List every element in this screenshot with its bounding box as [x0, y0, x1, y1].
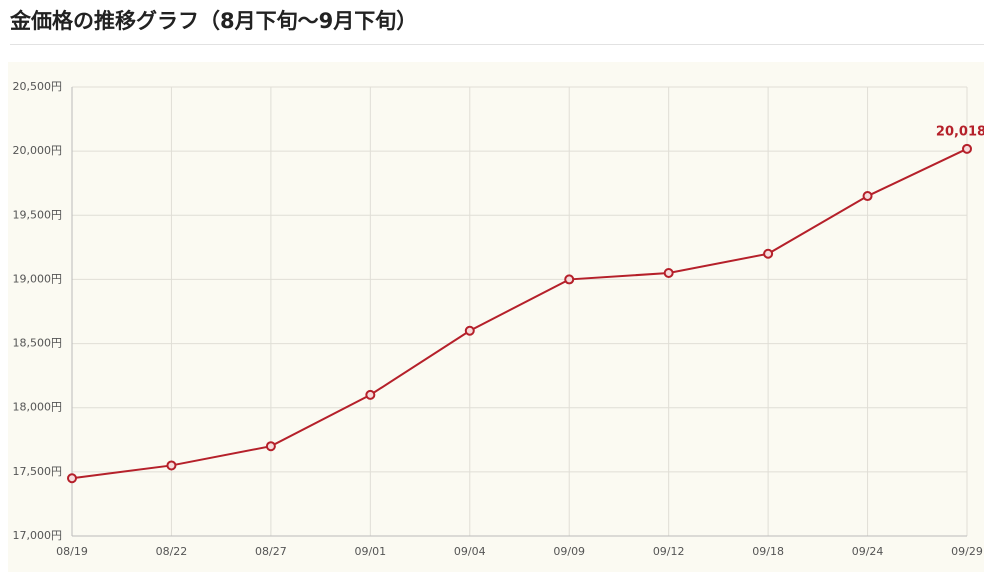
y-tick-label: 19,500円: [13, 208, 63, 221]
data-point: [265, 441, 276, 452]
y-tick-label: 20,500円: [13, 80, 63, 93]
data-point: [365, 389, 376, 400]
x-tick-label: 09/29: [951, 545, 983, 558]
y-tick-label: 18,500円: [13, 337, 63, 350]
y-tick-label: 17,000円: [13, 529, 63, 542]
data-point: [166, 460, 177, 471]
y-tick-label: 18,000円: [13, 401, 63, 414]
data-point: [962, 143, 972, 154]
data-point: [564, 274, 575, 285]
y-tick-label: 19,000円: [13, 272, 63, 285]
x-tick-label: 09/24: [852, 545, 884, 558]
data-point: [862, 191, 873, 202]
y-tick-label: 20,000円: [13, 144, 63, 157]
data-point: [763, 248, 774, 259]
x-tick-label: 08/27: [255, 545, 287, 558]
x-tick-label: 09/12: [653, 545, 685, 558]
x-tick-label: 09/01: [354, 545, 386, 558]
value-label: 20,018: [936, 124, 984, 139]
x-tick-label: 09/04: [454, 545, 486, 558]
data-point: [67, 473, 77, 484]
x-tick-label: 09/18: [752, 545, 784, 558]
page-title: 金価格の推移グラフ（8月下旬〜9月下旬）: [9, 9, 417, 33]
y-tick-label: 17,500円: [13, 465, 63, 478]
x-tick-label: 09/09: [553, 545, 585, 558]
x-tick-label: 08/22: [156, 545, 188, 558]
x-tick-label: 08/19: [56, 545, 88, 558]
data-point: [464, 325, 475, 336]
data-point: [663, 268, 674, 279]
series-line: [71, 147, 968, 480]
